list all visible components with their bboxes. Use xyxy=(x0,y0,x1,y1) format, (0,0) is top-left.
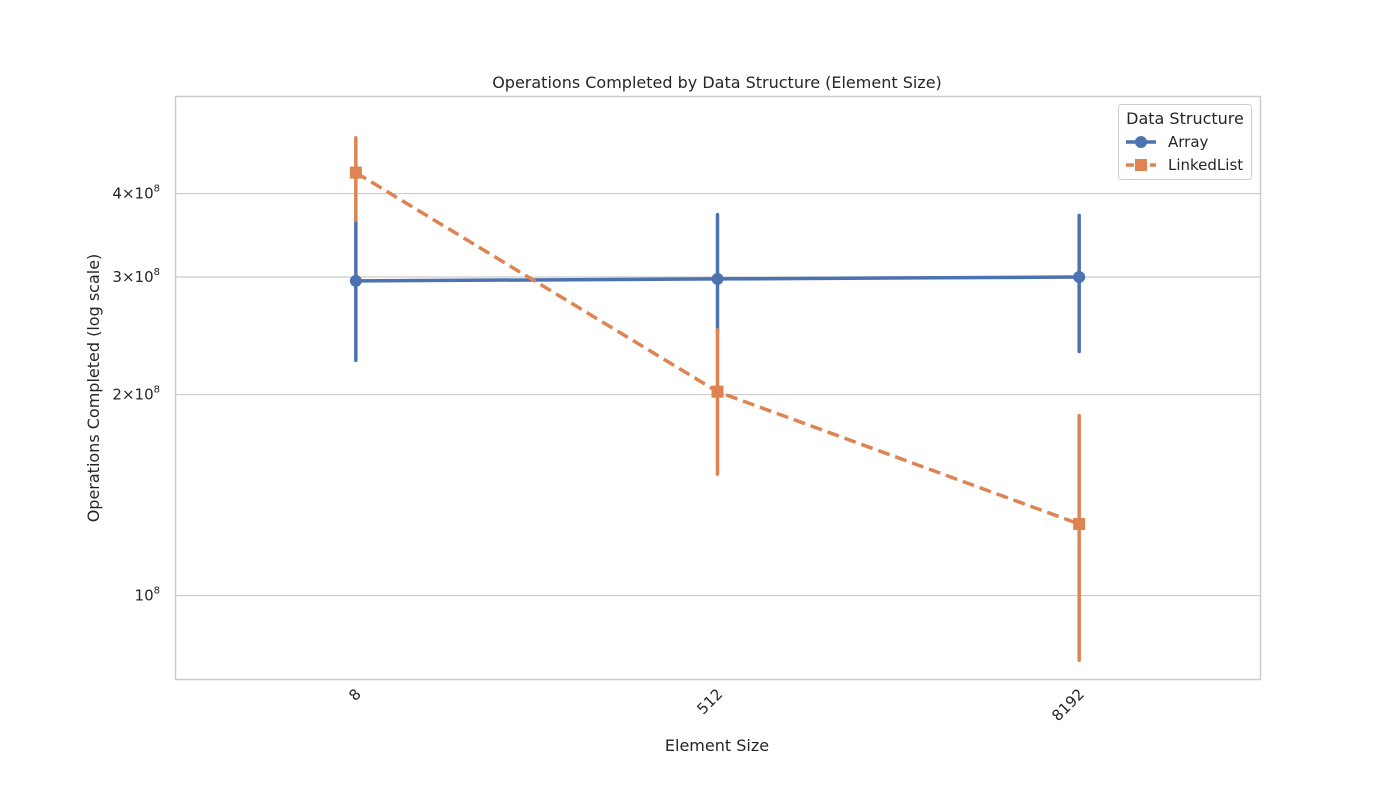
legend-title: Data Structure xyxy=(1126,109,1244,128)
y-tick-label: 4×108 xyxy=(112,184,160,203)
legend-entry: Array xyxy=(1126,133,1209,151)
series-array xyxy=(349,212,1086,363)
legend-entry: LinkedList xyxy=(1126,156,1243,174)
legend-marker xyxy=(1135,159,1147,171)
data-point xyxy=(349,166,362,179)
legend-box xyxy=(1118,104,1252,180)
data-point xyxy=(349,274,362,287)
data-point xyxy=(711,272,724,285)
series-linkedlist xyxy=(349,135,1086,663)
y-tick-label: 108 xyxy=(135,586,160,605)
legend-marker xyxy=(1135,136,1147,148)
plot-frame xyxy=(174,95,1262,681)
data-point xyxy=(1073,270,1086,283)
y-tick-labels: 108 2×108 3×108 4×108 xyxy=(112,184,160,605)
legend: Data Structure Array LinkedList xyxy=(1118,104,1252,180)
x-axis-label: Element Size xyxy=(665,736,769,755)
legend-label: LinkedList xyxy=(1168,156,1243,174)
legend-label: Array xyxy=(1168,133,1209,151)
data-point xyxy=(711,385,724,398)
y-axis-label: Operations Completed (log scale) xyxy=(84,254,103,523)
data-point xyxy=(1073,517,1086,530)
y-tick-label: 3×108 xyxy=(112,267,160,286)
series-layer xyxy=(349,135,1086,663)
y-tick-label: 2×108 xyxy=(112,385,160,404)
chart-title: Operations Completed by Data Structure (… xyxy=(492,73,942,92)
